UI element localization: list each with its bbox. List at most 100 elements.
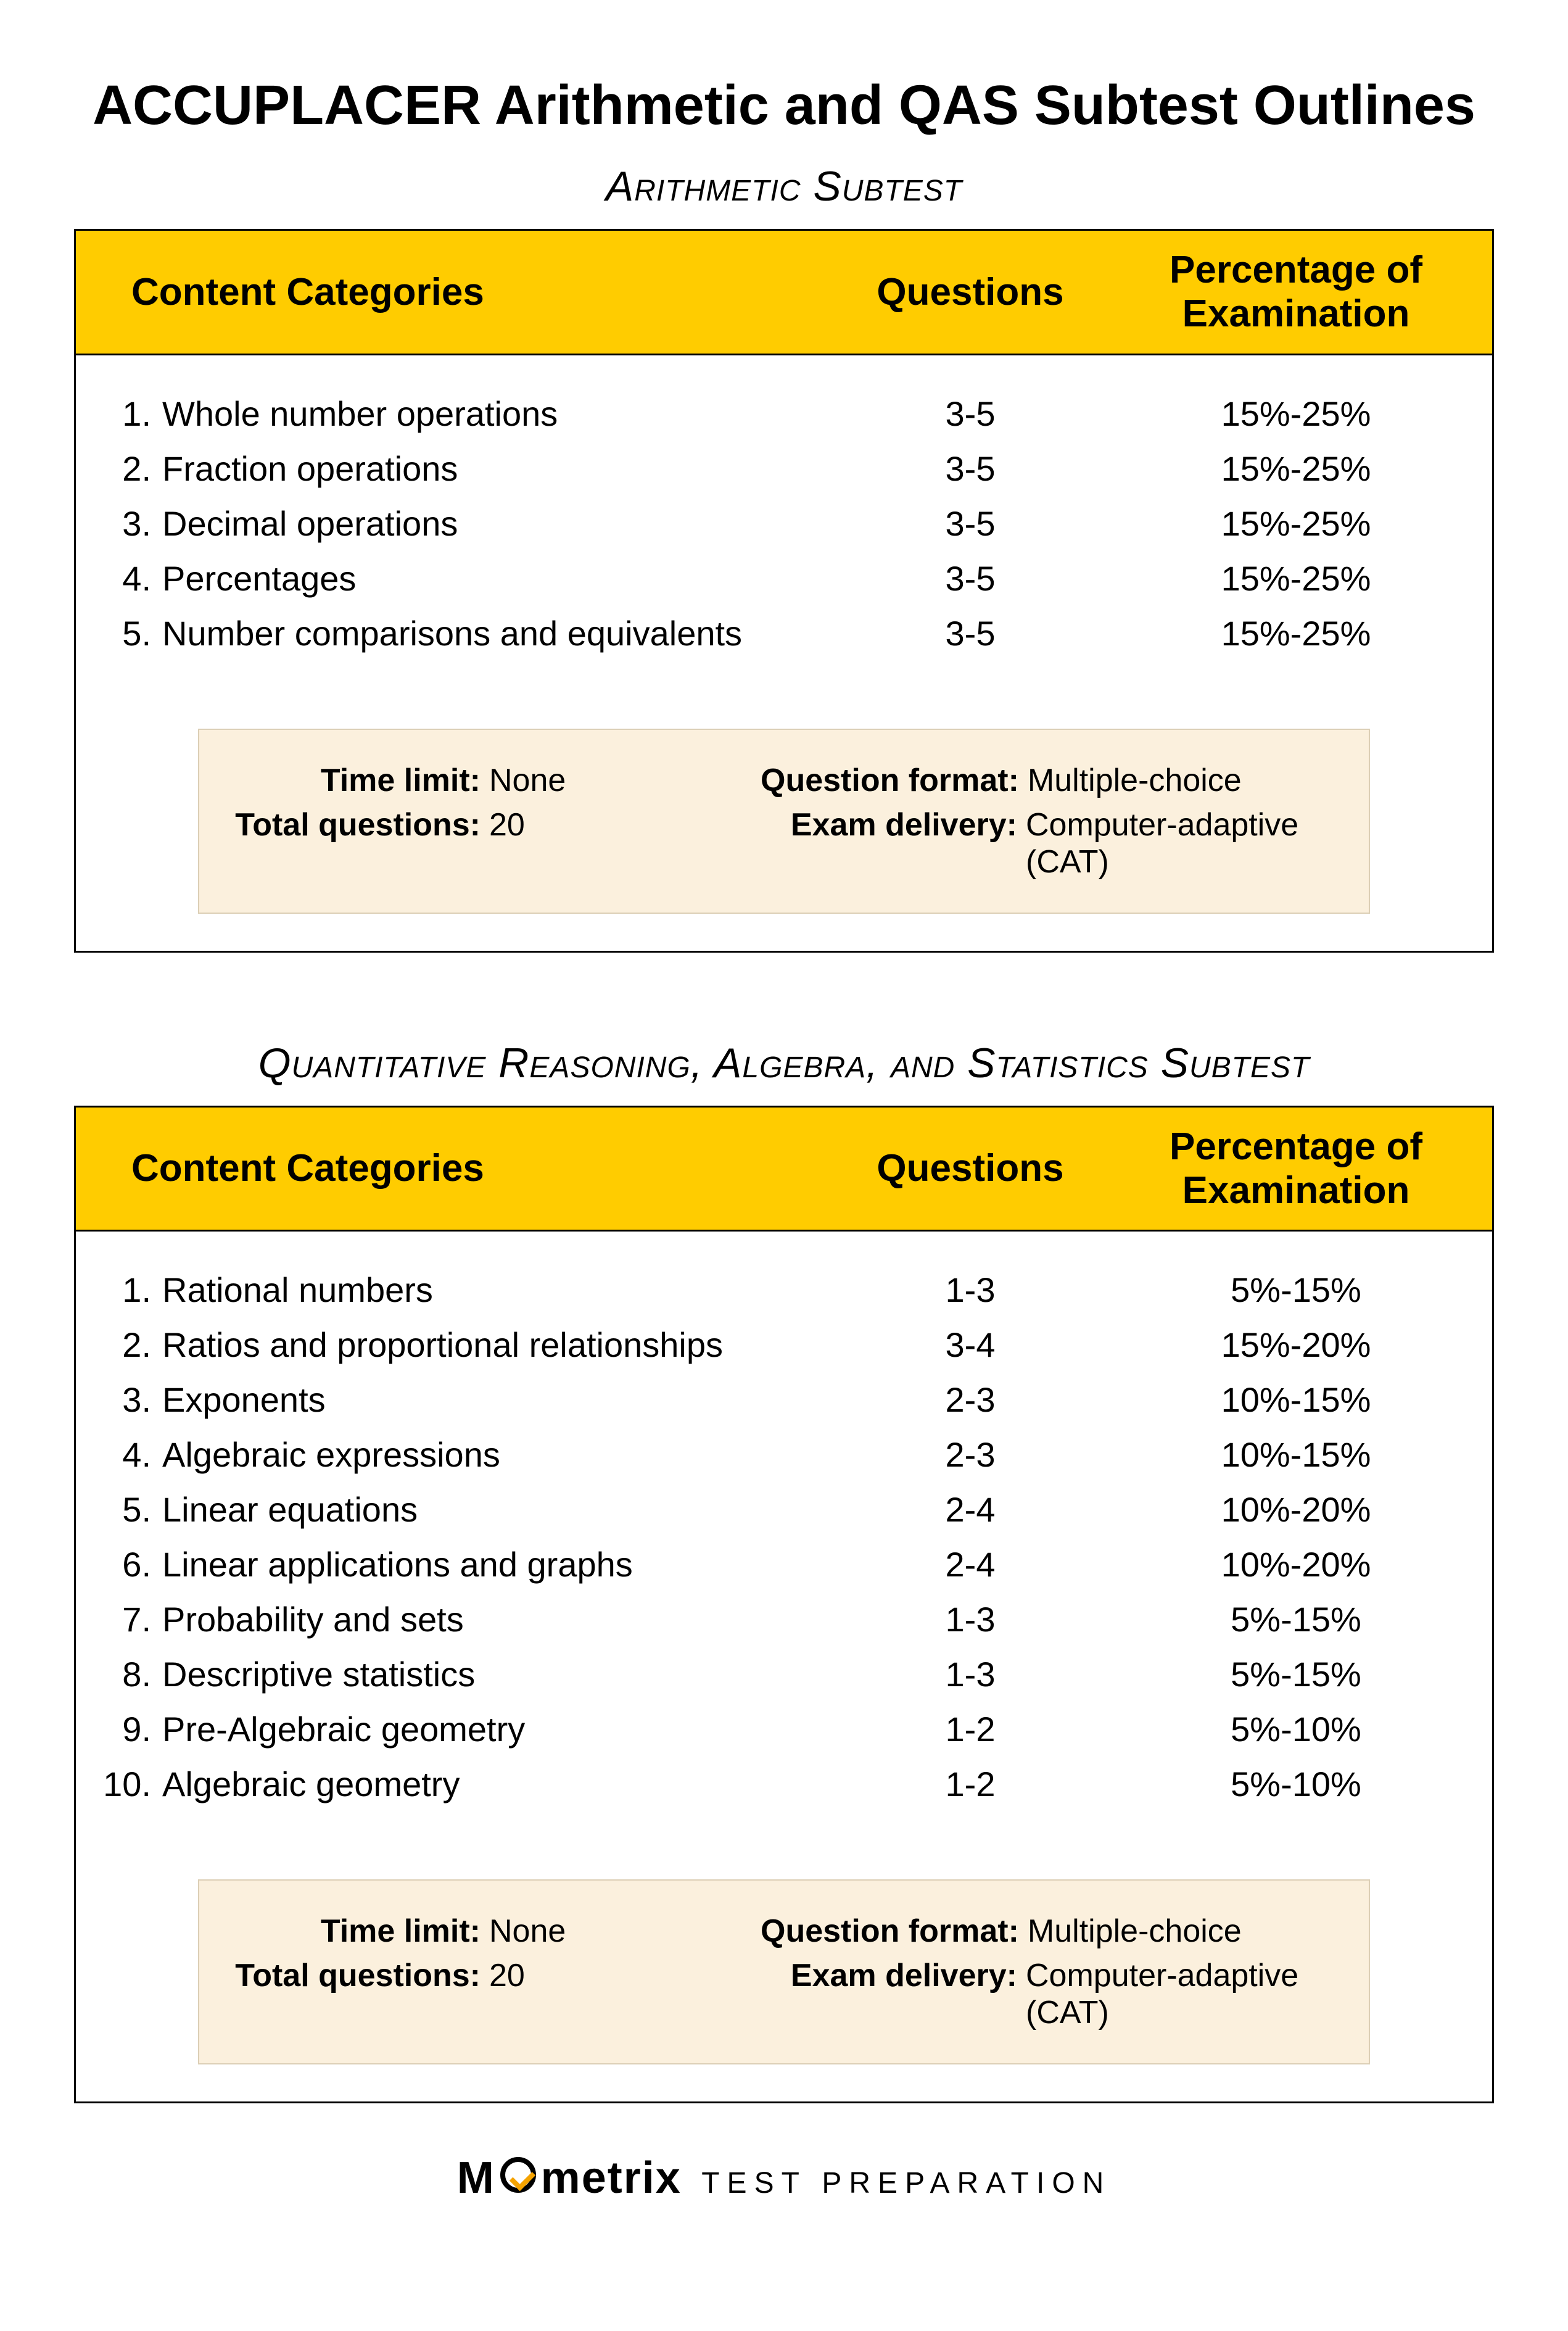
cell-number: 6.: [76, 1544, 162, 1584]
cell-percentage: 5%-15%: [1100, 1270, 1492, 1310]
table-row: 4.Percentages3-515%-25%: [76, 551, 1492, 606]
cell-number: 3.: [76, 503, 162, 544]
cell-number: 4.: [76, 1435, 162, 1475]
cell-questions: 3-5: [841, 503, 1100, 544]
cell-number: 5.: [76, 1489, 162, 1530]
cell-category: Number comparisons and equivalents: [162, 613, 841, 653]
qas-info-box: Time limit: None Question format: Multip…: [198, 1879, 1370, 2064]
cell-category: Algebraic geometry: [162, 1764, 841, 1804]
cell-questions: 2-4: [841, 1544, 1100, 1584]
label-total-questions: Total questions:: [224, 806, 489, 880]
qas-table: Content Categories Questions Percentage …: [74, 1106, 1494, 2104]
table-row: 3.Decimal operations3-515%-25%: [76, 496, 1492, 551]
table-row: 8.Descriptive statistics1-35%-15%: [76, 1647, 1492, 1702]
label-question-format: Question format:: [761, 1913, 1028, 1950]
table-row: 2.Fraction operations3-515%-25%: [76, 441, 1492, 496]
cell-percentage: 10%-15%: [1100, 1380, 1492, 1420]
cell-category: Descriptive statistics: [162, 1654, 841, 1694]
cell-category: Algebraic expressions: [162, 1435, 841, 1475]
brand-check-icon: [500, 2157, 536, 2193]
arithmetic-subtest-title: Arithmetic Subtest: [74, 162, 1494, 210]
value-question-format: Multiple-choice: [1028, 1913, 1242, 1950]
cell-questions: 1-3: [841, 1599, 1100, 1639]
table-row: 10.Algebraic geometry1-25%-10%: [76, 1757, 1492, 1811]
label-time-limit: Time limit:: [224, 1913, 489, 1950]
cell-category: Decimal operations: [162, 503, 841, 544]
cell-percentage: 10%-15%: [1100, 1435, 1492, 1475]
footer-brand: Mmetrix: [457, 2153, 682, 2203]
label-total-questions: Total questions:: [224, 1957, 489, 2031]
arithmetic-table-body: 1.Whole number operations3-515%-25%2.Fra…: [76, 355, 1492, 698]
label-exam-delivery: Exam delivery:: [761, 806, 1026, 880]
table-row: 6.Linear applications and graphs2-410%-2…: [76, 1537, 1492, 1592]
cell-number: 3.: [76, 1380, 162, 1420]
cell-percentage: 15%-25%: [1100, 558, 1492, 598]
cell-questions: 3-5: [841, 394, 1100, 434]
cell-number: 2.: [76, 449, 162, 489]
arithmetic-info-box: Time limit: None Question format: Multip…: [198, 729, 1370, 914]
cell-percentage: 5%-10%: [1100, 1764, 1492, 1804]
table-row: 1.Whole number operations3-515%-25%: [76, 386, 1492, 441]
cell-questions: 1-2: [841, 1764, 1100, 1804]
cell-questions: 2-3: [841, 1435, 1100, 1475]
cell-percentage: 15%-25%: [1100, 613, 1492, 653]
th-questions: Questions: [841, 1146, 1100, 1190]
cell-number: 5.: [76, 613, 162, 653]
value-exam-delivery: Computer-adaptive (CAT): [1026, 1957, 1344, 2031]
brand-post: metrix: [541, 2153, 682, 2203]
footer: Mmetrix TEST PREPARATION: [74, 2153, 1494, 2203]
cell-category: Rational numbers: [162, 1270, 841, 1310]
cell-percentage: 10%-20%: [1100, 1489, 1492, 1530]
cell-number: 1.: [76, 1270, 162, 1310]
cell-category: Ratios and proportional relationships: [162, 1325, 841, 1365]
cell-percentage: 5%-15%: [1100, 1599, 1492, 1639]
value-total-questions: 20: [489, 806, 525, 880]
cell-percentage: 5%-15%: [1100, 1654, 1492, 1694]
th-percentage: Percentage of Examination: [1100, 248, 1492, 336]
value-total-questions: 20: [489, 1957, 525, 2031]
label-exam-delivery: Exam delivery:: [761, 1957, 1026, 2031]
cell-category: Linear equations: [162, 1489, 841, 1530]
cell-questions: 2-3: [841, 1380, 1100, 1420]
cell-questions: 3-4: [841, 1325, 1100, 1365]
label-time-limit: Time limit:: [224, 762, 489, 799]
cell-questions: 3-5: [841, 613, 1100, 653]
th-categories: Content Categories: [131, 1146, 841, 1190]
qas-subtest-title: Quantitative Reasoning, Algebra, and Sta…: [74, 1039, 1494, 1087]
qas-table-body: 1.Rational numbers1-35%-15%2.Ratios and …: [76, 1232, 1492, 1849]
table-row: 4.Algebraic expressions2-310%-15%: [76, 1427, 1492, 1482]
cell-percentage: 15%-25%: [1100, 449, 1492, 489]
table-row: 9.Pre-Algebraic geometry1-25%-10%: [76, 1702, 1492, 1757]
qas-table-header: Content Categories Questions Percentage …: [76, 1108, 1492, 1232]
cell-percentage: 15%-25%: [1100, 394, 1492, 434]
brand-pre: M: [457, 2153, 495, 2203]
th-categories: Content Categories: [131, 270, 841, 314]
cell-number: 2.: [76, 1325, 162, 1365]
th-questions: Questions: [841, 270, 1100, 314]
cell-category: Whole number operations: [162, 394, 841, 434]
value-time-limit: None: [489, 1913, 566, 1950]
table-row: 5.Linear equations2-410%-20%: [76, 1482, 1492, 1537]
cell-category: Fraction operations: [162, 449, 841, 489]
cell-questions: 3-5: [841, 558, 1100, 598]
table-row: 7.Probability and sets1-35%-15%: [76, 1592, 1492, 1647]
cell-percentage: 15%-25%: [1100, 503, 1492, 544]
table-row: 3.Exponents2-310%-15%: [76, 1372, 1492, 1427]
table-row: 5.Number comparisons and equivalents3-51…: [76, 606, 1492, 661]
cell-number: 8.: [76, 1654, 162, 1694]
th-percentage: Percentage of Examination: [1100, 1125, 1492, 1213]
cell-category: Percentages: [162, 558, 841, 598]
value-exam-delivery: Computer-adaptive (CAT): [1026, 806, 1344, 880]
cell-category: Probability and sets: [162, 1599, 841, 1639]
table-row: 2.Ratios and proportional relationships3…: [76, 1317, 1492, 1372]
footer-sub: TEST PREPARATION: [701, 2167, 1111, 2200]
cell-questions: 1-2: [841, 1709, 1100, 1749]
cell-percentage: 15%-20%: [1100, 1325, 1492, 1365]
cell-percentage: 10%-20%: [1100, 1544, 1492, 1584]
table-row: 1.Rational numbers1-35%-15%: [76, 1262, 1492, 1317]
cell-questions: 3-5: [841, 449, 1100, 489]
label-question-format: Question format:: [761, 762, 1028, 799]
cell-questions: 1-3: [841, 1270, 1100, 1310]
cell-number: 7.: [76, 1599, 162, 1639]
value-question-format: Multiple-choice: [1028, 762, 1242, 799]
